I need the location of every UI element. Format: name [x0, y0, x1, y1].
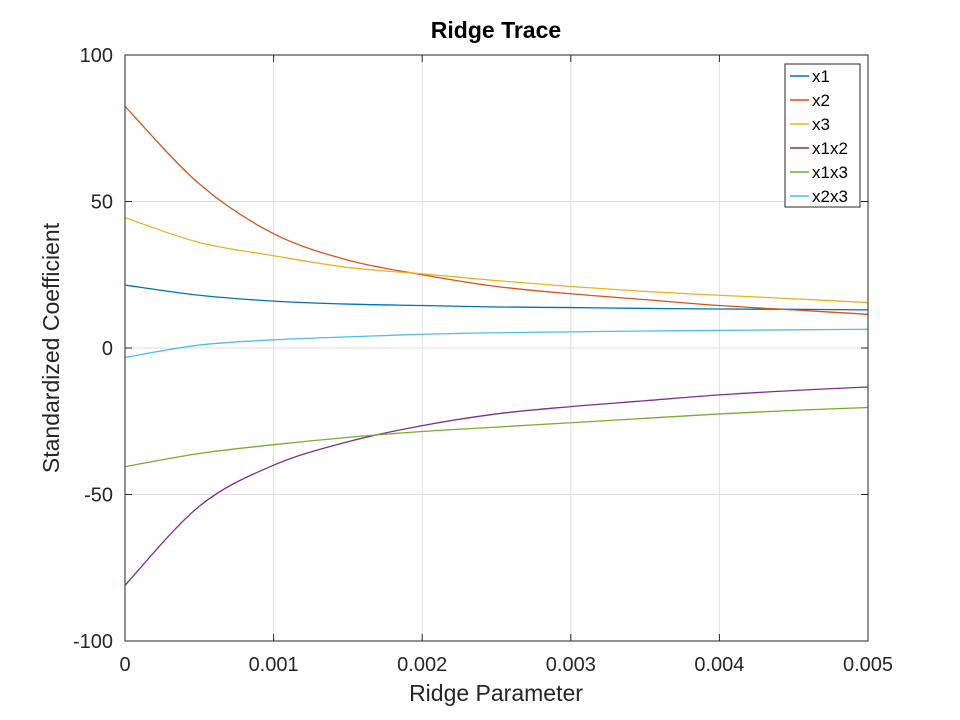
- series-line-x1x2: [124, 386, 869, 586]
- x-tick-label: 0.004: [694, 654, 744, 676]
- legend-label-x2x3: x2x3: [812, 187, 848, 206]
- y-tick-label: 50: [91, 192, 113, 214]
- series-line-x3: [124, 217, 869, 304]
- x-tick-label: 0.002: [397, 654, 447, 676]
- legend-label-x3: x3: [812, 115, 830, 134]
- grid-lines: [125, 55, 868, 641]
- y-tick-label: 100: [80, 45, 113, 67]
- y-tick-label: -100: [73, 631, 113, 653]
- y-tick-label: -50: [84, 485, 113, 507]
- y-tick-label: 0: [102, 338, 113, 360]
- legend-box: [784, 63, 861, 208]
- y-axis-label: Standardized Coefficient: [38, 222, 64, 473]
- x-tick-label: 0.001: [249, 654, 299, 676]
- x-tick-label: 0.005: [843, 654, 893, 676]
- x-tick-label: 0: [119, 654, 130, 676]
- x-tick-label: 0.003: [546, 654, 596, 676]
- axis-ticks: 0 0.001 0.002 0.003 0.004 0.005 -100 -50 0 50 100: [73, 45, 893, 676]
- series-line-x2: [124, 105, 869, 315]
- legend-label-x1: x1: [812, 67, 830, 86]
- legend-label-x1x3: x1x3: [812, 163, 848, 182]
- series-line-x1: [124, 284, 869, 311]
- series-lines: [124, 105, 869, 586]
- x-axis-label: Ridge Parameter: [409, 680, 583, 706]
- legend-label-x2: x2: [812, 91, 830, 110]
- series-line-x1x3: [124, 406, 869, 468]
- legend-label-x1x2: x1x2: [812, 139, 848, 158]
- chart-title: Ridge Trace: [431, 17, 561, 43]
- series-line-x2x3: [124, 328, 869, 359]
